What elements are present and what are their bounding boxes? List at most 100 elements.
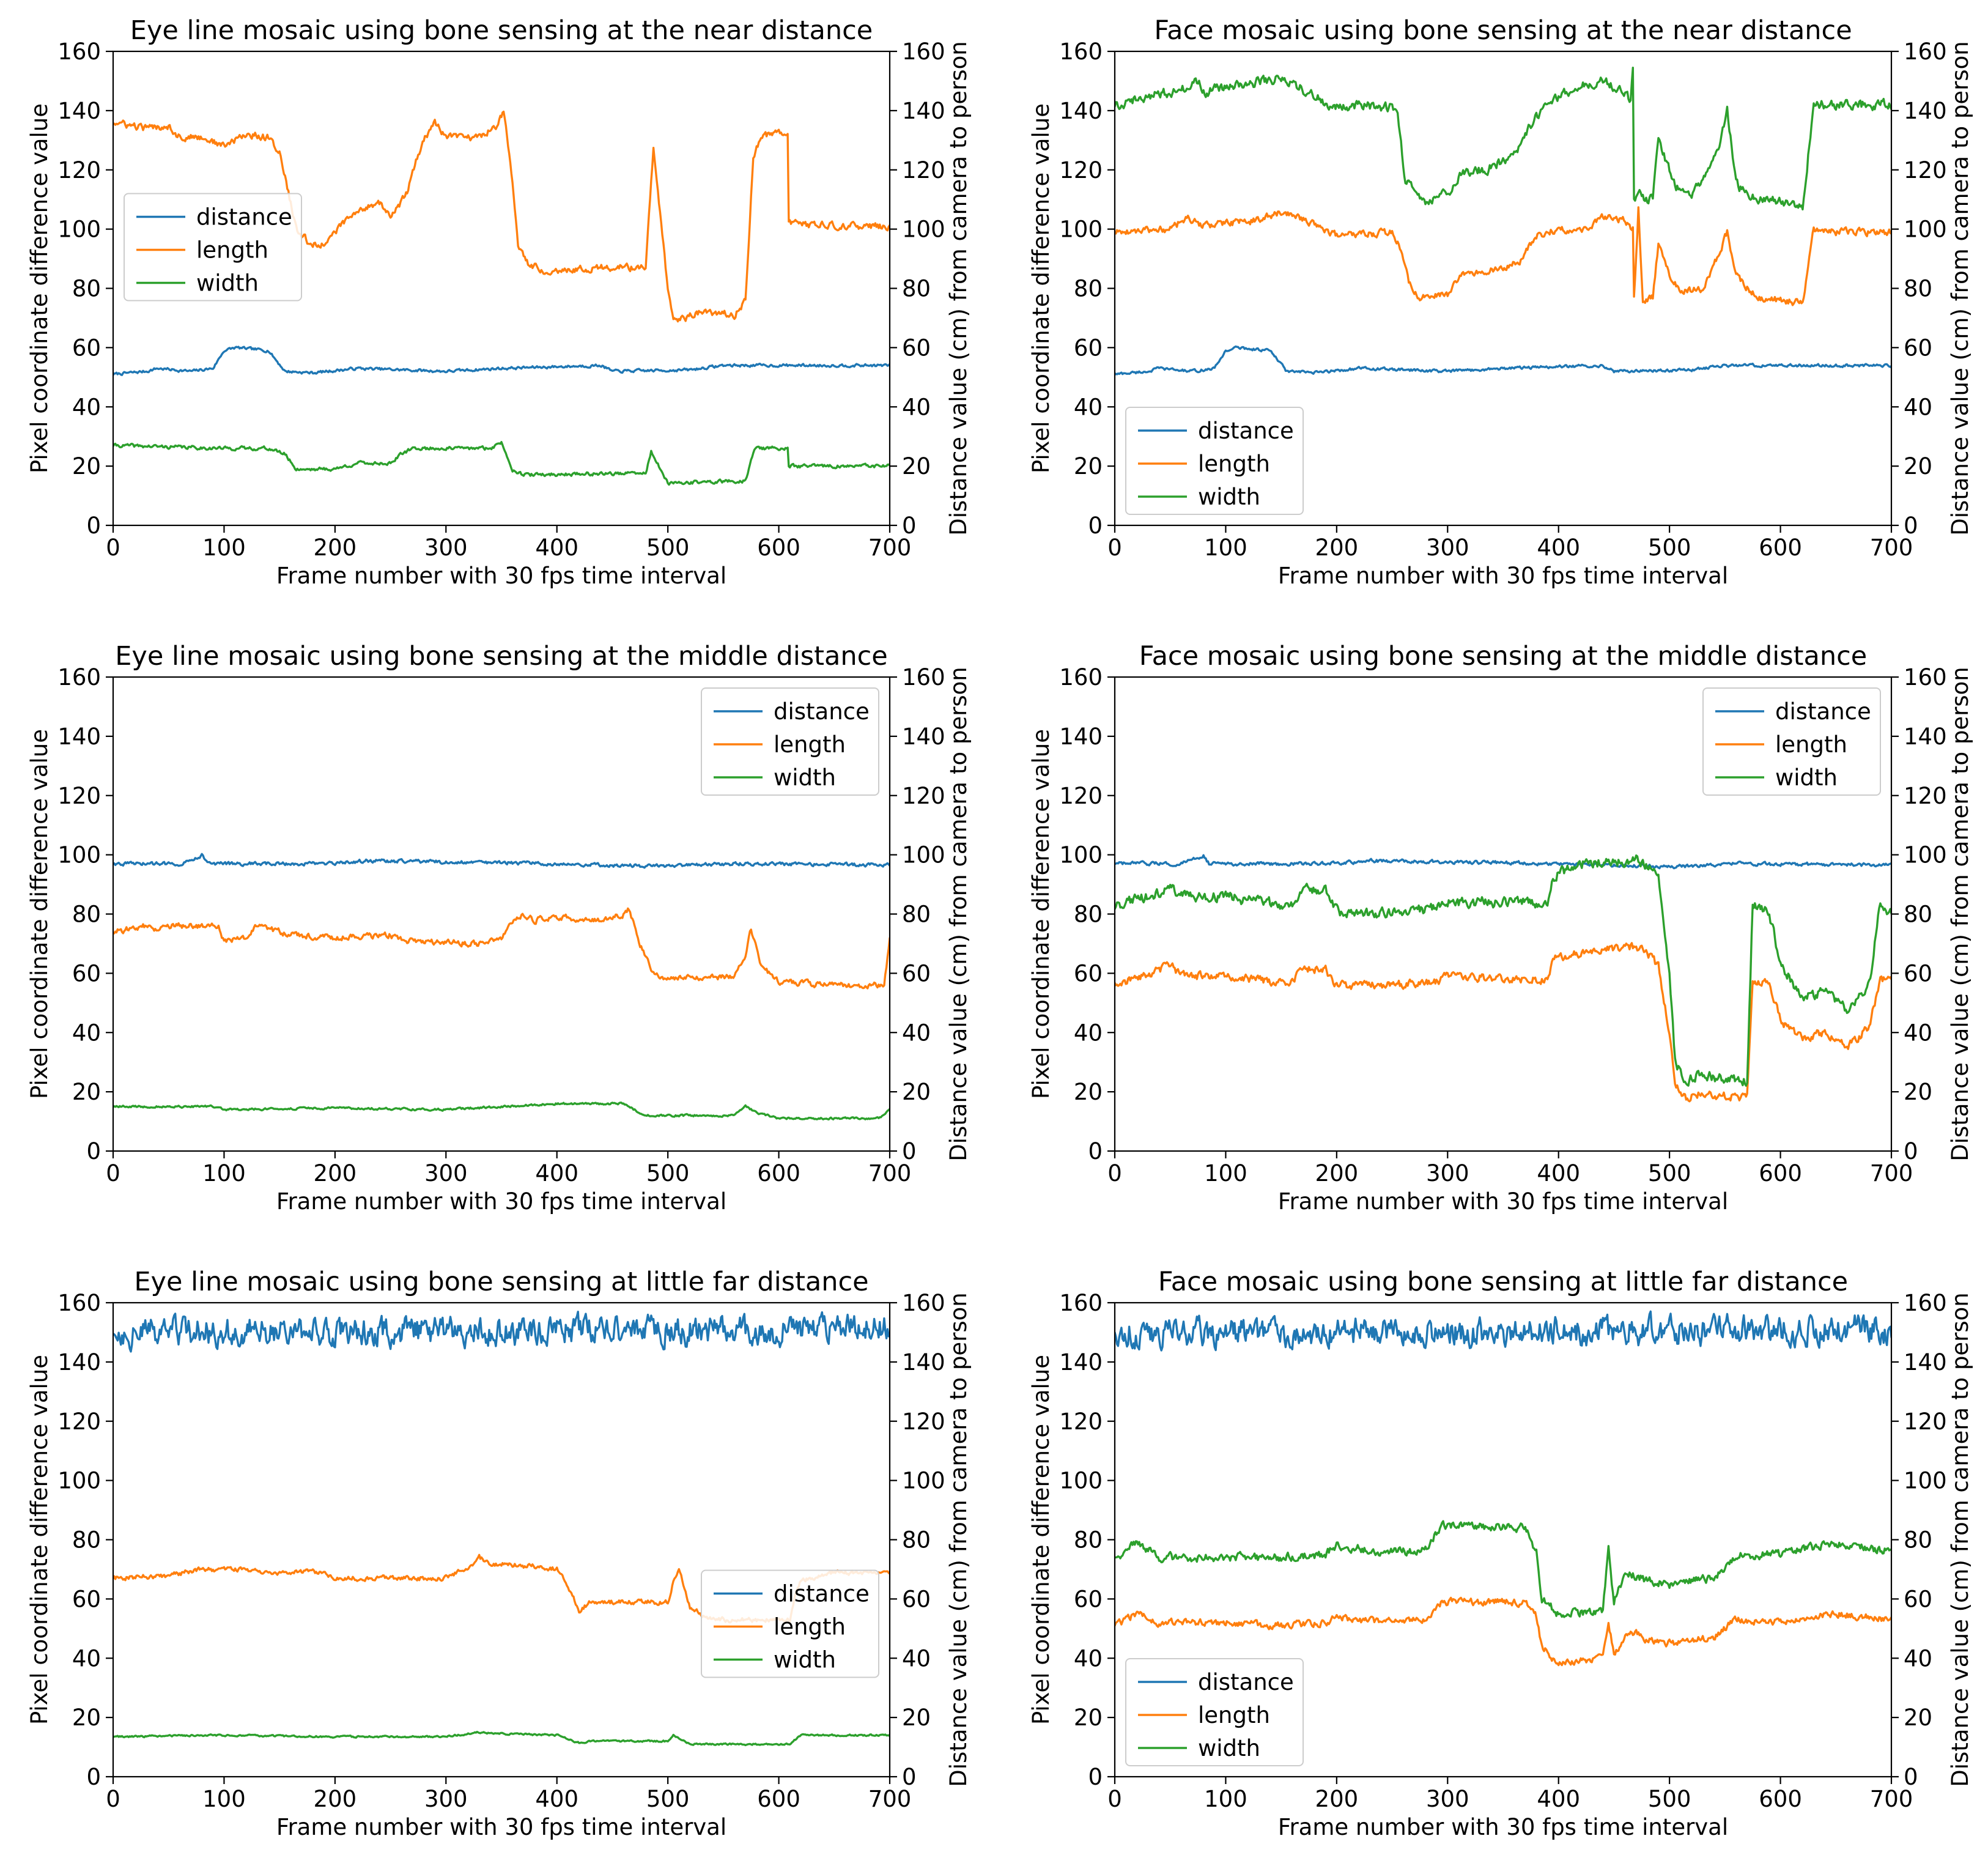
y-tick-label: 60 xyxy=(72,1586,101,1612)
x-tick-label: 300 xyxy=(1426,535,1469,561)
chart-title: Eye line mosaic using bone sensing at th… xyxy=(115,641,888,672)
y-tick-label: 120 xyxy=(57,783,101,809)
y-tick-label: 20 xyxy=(72,453,101,479)
y-right-tick-label: 20 xyxy=(1904,453,1932,479)
x-tick-label: 500 xyxy=(1648,535,1691,561)
legend: distance length width xyxy=(1702,687,1881,796)
series-group xyxy=(113,1311,890,1747)
y-right-axis-label: Distance value (cm) from camera to perso… xyxy=(945,1292,972,1787)
series-line-distance xyxy=(1115,854,1891,870)
y-tick-label: 80 xyxy=(1074,276,1103,302)
x-tick-label: 100 xyxy=(202,1160,246,1187)
series-group xyxy=(1115,1310,1891,1667)
y-right-tick-label: 80 xyxy=(902,902,931,928)
y-right-tick-label: 140 xyxy=(902,98,945,124)
legend-label-length: length xyxy=(1198,1702,1270,1728)
y-right-tick-label: 60 xyxy=(1904,1586,1932,1612)
y-tick-label: 100 xyxy=(1059,1468,1103,1494)
series-line-distance xyxy=(113,853,890,869)
series-line-width xyxy=(1115,1520,1891,1618)
y-tick-label: 160 xyxy=(1059,664,1103,691)
legend-label-width: width xyxy=(774,1647,836,1673)
legend-label-length: length xyxy=(774,731,846,758)
x-tick-label: 100 xyxy=(1204,1786,1247,1812)
x-axis-label: Frame number with 30 fps time interval xyxy=(1278,563,1728,589)
y-tick-label: 160 xyxy=(1059,1290,1103,1316)
y-right-tick-label: 20 xyxy=(1904,1079,1932,1105)
y-right-tick-label: 160 xyxy=(902,39,945,65)
y-right-tick-label: 100 xyxy=(902,1468,945,1494)
y-right-tick-label: 0 xyxy=(1904,1764,1918,1790)
y-right-tick-label: 80 xyxy=(902,276,931,302)
y-right-tick-label: 20 xyxy=(902,453,931,479)
x-tick-label: 600 xyxy=(1759,1160,1802,1187)
y-axis-label: Pixel coordinate difference value xyxy=(26,103,53,473)
y-tick-label: 140 xyxy=(57,98,101,124)
x-tick-label: 400 xyxy=(535,1160,578,1187)
series-line-width xyxy=(1115,854,1891,1087)
chart-title: Face mosaic using bone sensing at the mi… xyxy=(1139,641,1867,672)
chart-title: Face mosaic using bone sensing at little… xyxy=(1158,1267,1848,1297)
x-tick-label: 500 xyxy=(646,1786,690,1812)
x-tick-label: 700 xyxy=(868,535,912,561)
x-tick-label: 200 xyxy=(314,1160,357,1187)
y-right-tick-label: 120 xyxy=(1904,783,1947,809)
x-tick-label: 500 xyxy=(1648,1786,1691,1812)
y-tick-label: 160 xyxy=(57,1290,101,1316)
y-right-tick-label: 120 xyxy=(1904,157,1947,183)
chart-panel-4: Face mosaic using bone sensing at the mi… xyxy=(1028,641,1973,1215)
x-axis-label: Frame number with 30 fps time interval xyxy=(276,1814,726,1840)
y-axis-label: Pixel coordinate difference value xyxy=(26,1355,53,1725)
legend-label-distance: distance xyxy=(1198,1669,1294,1695)
y-right-tick-label: 40 xyxy=(1904,394,1932,420)
x-axis-label: Frame number with 30 fps time interval xyxy=(276,1188,726,1215)
y-tick-label: 80 xyxy=(1074,902,1103,928)
series-line-distance xyxy=(113,1311,890,1353)
x-tick-label: 500 xyxy=(1648,1160,1691,1187)
x-tick-label: 100 xyxy=(1204,1160,1247,1187)
legend-label-distance: distance xyxy=(1775,698,1871,725)
legend-box xyxy=(1125,1658,1304,1766)
legend-label-length: length xyxy=(774,1614,846,1640)
legend: distance length width xyxy=(1125,1658,1304,1766)
y-right-axis-label: Distance value (cm) from camera to perso… xyxy=(1947,1292,1973,1787)
x-tick-label: 600 xyxy=(757,535,800,561)
y-right-tick-label: 40 xyxy=(902,394,931,420)
y-right-axis-label: Distance value (cm) from camera to perso… xyxy=(945,41,972,535)
y-right-tick-label: 60 xyxy=(1904,335,1932,361)
x-tick-label: 300 xyxy=(424,1160,468,1187)
y-right-tick-label: 0 xyxy=(1904,513,1918,539)
y-tick-label: 0 xyxy=(1088,1138,1103,1164)
chart-panel-1: Eye line mosaic using bone sensing at th… xyxy=(26,15,972,589)
x-tick-label: 700 xyxy=(1870,535,1913,561)
x-tick-label: 700 xyxy=(1870,1160,1913,1187)
x-tick-label: 400 xyxy=(1537,1786,1580,1812)
x-tick-label: 600 xyxy=(757,1786,800,1812)
y-tick-label: 140 xyxy=(57,724,101,750)
y-right-tick-label: 140 xyxy=(902,1349,945,1376)
y-right-tick-label: 160 xyxy=(1904,39,1947,65)
chart-panel-2: Face mosaic using bone sensing at the ne… xyxy=(1028,15,1973,589)
y-tick-label: 100 xyxy=(1059,217,1103,243)
y-right-tick-label: 120 xyxy=(1904,1409,1947,1435)
y-tick-label: 60 xyxy=(1074,1586,1103,1612)
x-tick-label: 0 xyxy=(1107,1160,1122,1187)
series-group xyxy=(1115,854,1891,1103)
x-tick-label: 200 xyxy=(314,1786,357,1812)
legend-label-width: width xyxy=(196,270,259,297)
x-tick-label: 100 xyxy=(202,535,246,561)
y-tick-label: 40 xyxy=(1074,1645,1103,1672)
legend: distance length width xyxy=(124,193,302,302)
x-tick-label: 500 xyxy=(646,1160,690,1187)
legend-label-length: length xyxy=(196,237,268,264)
series-line-length xyxy=(1115,206,1891,306)
y-right-tick-label: 100 xyxy=(1904,1468,1947,1494)
y-right-tick-label: 100 xyxy=(1904,842,1947,868)
legend-box xyxy=(701,1569,879,1678)
y-tick-label: 140 xyxy=(57,1349,101,1376)
y-right-tick-label: 140 xyxy=(902,724,945,750)
y-axis-label: Pixel coordinate difference value xyxy=(1028,103,1054,473)
y-tick-label: 40 xyxy=(1074,1020,1103,1046)
y-right-tick-label: 60 xyxy=(902,335,931,361)
